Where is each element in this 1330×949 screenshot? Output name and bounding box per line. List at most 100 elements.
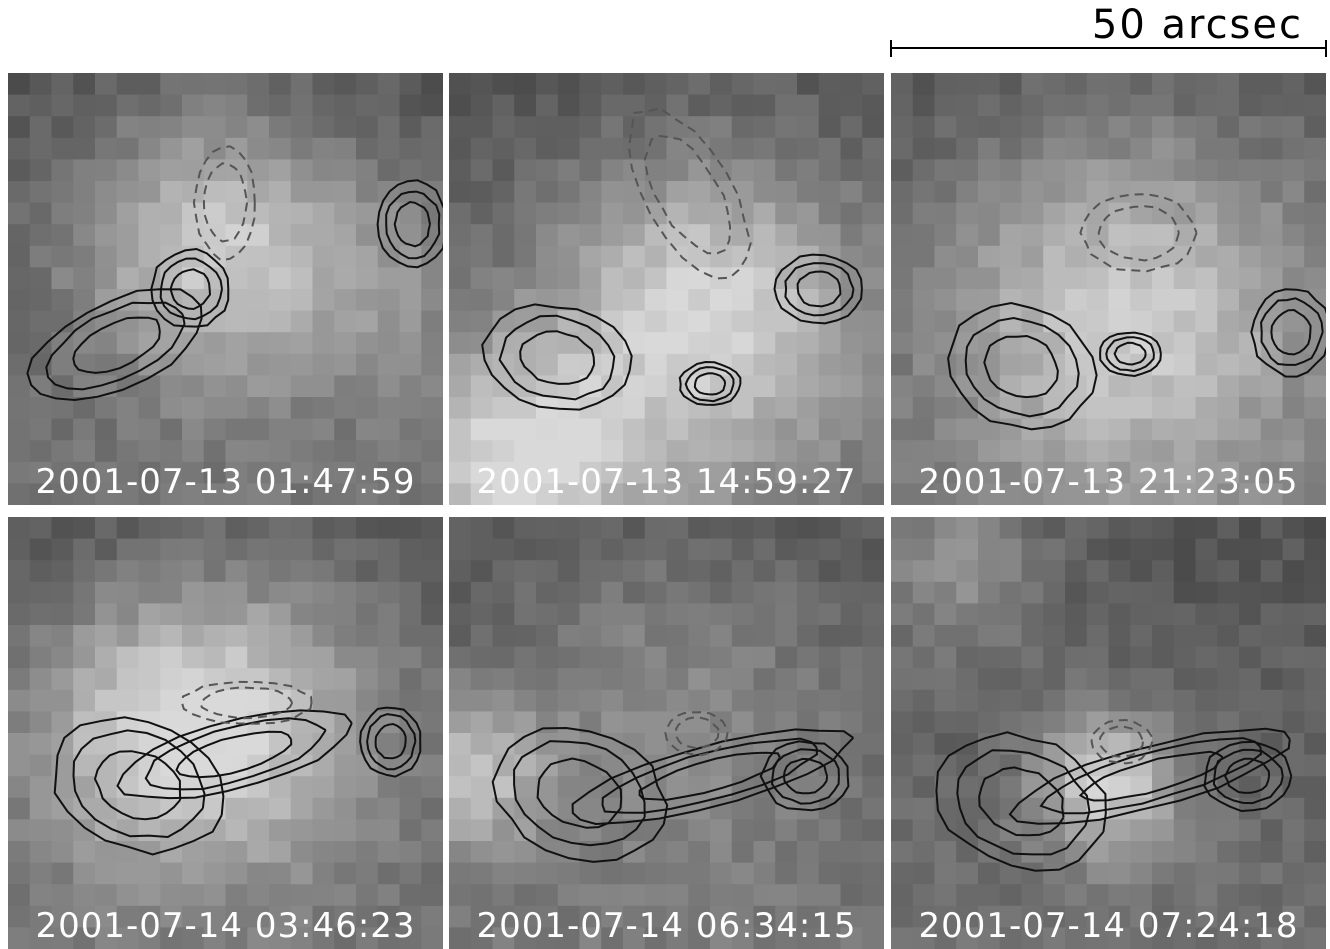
pixel (514, 625, 536, 647)
pixel (226, 884, 248, 906)
pixel (421, 884, 443, 906)
pixel (935, 884, 957, 906)
pixel (52, 224, 74, 246)
pixel (913, 690, 935, 712)
pixel (514, 181, 536, 203)
pixel (667, 95, 689, 117)
pixel (1022, 116, 1044, 138)
pixel (117, 647, 139, 669)
pixel (1043, 539, 1065, 561)
pixel (291, 224, 313, 246)
pixel (356, 224, 378, 246)
pixel (710, 625, 732, 647)
pixel (601, 863, 623, 885)
pixel (956, 668, 978, 690)
pixel (754, 863, 776, 885)
pixel (935, 647, 957, 669)
pixel (1152, 560, 1174, 582)
pixel (421, 668, 443, 690)
pixel (623, 311, 645, 333)
pixel (1261, 181, 1283, 203)
pixel (449, 397, 471, 419)
pixel (978, 690, 1000, 712)
pixel (95, 690, 117, 712)
pixel (1109, 419, 1131, 441)
timestamp: 2001-07-13 14:59:27 (476, 462, 856, 502)
pixel (247, 354, 269, 376)
pixel (95, 582, 117, 604)
pixel (1000, 95, 1022, 117)
pixel (1109, 181, 1131, 203)
pixel (623, 668, 645, 690)
pixel (775, 440, 797, 462)
pixel (862, 246, 884, 268)
pixel (580, 798, 602, 820)
pixel (52, 625, 74, 647)
pixel (421, 203, 443, 225)
pixel (400, 332, 422, 354)
pixel (471, 419, 493, 441)
pixel (139, 375, 161, 397)
pixel (8, 841, 30, 863)
pixel (182, 625, 204, 647)
pixel (1087, 582, 1109, 604)
pixel (95, 181, 117, 203)
pixel (841, 603, 863, 625)
pixel (421, 603, 443, 625)
pixel (688, 560, 710, 582)
pixel (73, 181, 95, 203)
pixel (580, 560, 602, 582)
pixel (449, 517, 471, 539)
pixel (978, 603, 1000, 625)
pixel (913, 138, 935, 160)
pixel (182, 863, 204, 885)
pixel (688, 203, 710, 225)
pixel (1283, 863, 1305, 885)
pixel (291, 733, 313, 755)
pixel (356, 798, 378, 820)
pixel (667, 354, 689, 376)
pixel (493, 560, 515, 582)
pixel (732, 668, 754, 690)
pixel (334, 246, 356, 268)
pixel (862, 733, 884, 755)
pixel (1109, 116, 1131, 138)
pixel (797, 440, 819, 462)
pixel (421, 311, 443, 333)
pixel (52, 116, 74, 138)
pixel (754, 884, 776, 906)
pixel (1196, 95, 1218, 117)
pixel (226, 354, 248, 376)
pixel (1239, 625, 1261, 647)
pixel (1174, 138, 1196, 160)
pixel (30, 138, 52, 160)
pixel (732, 884, 754, 906)
pixel (8, 332, 30, 354)
pixel (1043, 884, 1065, 906)
pixel (797, 224, 819, 246)
pixel (536, 690, 558, 712)
pixel (1217, 603, 1239, 625)
pixel (913, 224, 935, 246)
pixel (52, 159, 74, 181)
pixel (204, 181, 226, 203)
pixel (269, 819, 291, 841)
pixel (1174, 539, 1196, 561)
pixel (1065, 603, 1087, 625)
pixel (1239, 647, 1261, 669)
pixel (1174, 755, 1196, 777)
pixel (1152, 332, 1174, 354)
pixel (52, 267, 74, 289)
pixel (1043, 560, 1065, 582)
pixel (226, 647, 248, 669)
pixel (400, 138, 422, 160)
pixel (1152, 690, 1174, 712)
pixel (1109, 203, 1131, 225)
pixel (775, 95, 797, 117)
pixel (754, 798, 776, 820)
pixel (313, 560, 335, 582)
pixel (117, 560, 139, 582)
pixel (313, 116, 335, 138)
pixel (775, 884, 797, 906)
pixel (313, 798, 335, 820)
